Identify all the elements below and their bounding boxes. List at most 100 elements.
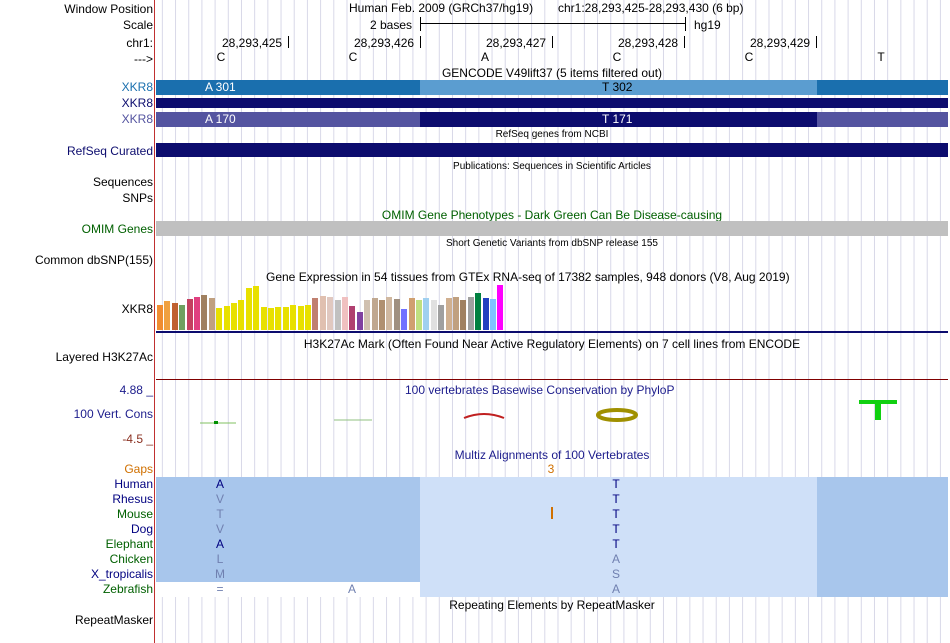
window-position-label: Window Position <box>64 2 153 16</box>
gtex-tissue-bar[interactable] <box>423 298 430 330</box>
ruler-tick <box>552 36 553 48</box>
species-human[interactable]: Human <box>114 477 153 491</box>
gtex-tissue-bar[interactable] <box>356 312 363 330</box>
refseq-label[interactable]: RefSeq Curated <box>66 144 153 158</box>
refseq-gene[interactable] <box>156 143 948 157</box>
gtex-tissue-bar[interactable] <box>438 305 445 330</box>
gtex-tissue-bar[interactable] <box>467 297 474 330</box>
gtex-tissue-bar[interactable] <box>245 288 252 330</box>
gtex-tissue-bar[interactable] <box>408 298 415 330</box>
gtex-tissue-bar[interactable] <box>460 300 467 330</box>
gtex-tissue-bar[interactable] <box>379 300 385 330</box>
gencode-label-2[interactable]: XKR8 <box>121 96 153 110</box>
gtex-bar-chart[interactable] <box>156 284 536 330</box>
gtex-tissue-bar[interactable] <box>297 306 304 330</box>
gtex-tissue-bar[interactable] <box>157 305 163 330</box>
gtex-tissue-bar[interactable] <box>171 303 178 330</box>
gtex-tissue-bar[interactable] <box>490 299 496 330</box>
sequences-label[interactable]: Sequences <box>92 175 153 189</box>
gtex-tissue-bar[interactable] <box>253 286 260 330</box>
gencode-label-3[interactable]: XKR8 <box>121 112 153 126</box>
species-elephant[interactable]: Elephant <box>105 537 153 551</box>
gtex-tissue-bar[interactable] <box>201 295 208 330</box>
species-chicken[interactable]: Chicken <box>109 552 153 566</box>
gtex-tissue-bar[interactable] <box>482 298 489 330</box>
gtex-tissue-bar[interactable] <box>497 285 504 330</box>
gtex-tissue-bar[interactable] <box>268 308 274 330</box>
gencode-title[interactable]: GENCODE V49lift37 (5 items filtered out) <box>441 66 663 80</box>
gencode-transcript-2[interactable] <box>156 98 948 108</box>
gtex-tissue-bar[interactable] <box>401 309 408 330</box>
gencode-exon-mid[interactable] <box>420 80 817 95</box>
publications-title[interactable]: Publications: Sequences in Scientific Ar… <box>453 161 651 172</box>
gencode-exon-left[interactable] <box>156 80 420 95</box>
gtex-tissue-bar[interactable] <box>223 306 230 330</box>
gtex-tissue-bar[interactable] <box>416 300 422 330</box>
gencode-exon3-left[interactable] <box>156 112 420 127</box>
gtex-tissue-bar[interactable] <box>386 297 393 330</box>
species-mouse[interactable]: Mouse <box>116 507 153 521</box>
gtex-tissue-bar[interactable] <box>342 297 348 330</box>
gtex-tissue-bar[interactable] <box>364 300 371 330</box>
gtex-tissue-bar[interactable] <box>282 307 289 330</box>
h3k27ac-label[interactable]: Layered H3K27Ac <box>55 350 153 364</box>
gtex-tissue-bar[interactable] <box>312 298 319 330</box>
dbsnp-title[interactable]: Short Genetic Variants from dbSNP releas… <box>446 238 658 249</box>
gtex-tissue-bar[interactable] <box>179 305 186 330</box>
gtex-tissue-bar[interactable] <box>231 303 237 330</box>
gtex-tissue-bar[interactable] <box>194 297 200 330</box>
multiz-title[interactable]: Multiz Alignments of 100 Vertebrates <box>454 448 650 462</box>
gtex-label[interactable]: XKR8 <box>121 302 153 316</box>
repeatmasker-title[interactable]: Repeating Elements by RepeatMasker <box>449 598 655 612</box>
dbsnp-label[interactable]: Common dbSNP(155) <box>34 253 153 267</box>
gtex-tissue-bar[interactable] <box>430 300 437 330</box>
gtex-tissue-bar[interactable] <box>164 301 171 330</box>
gencode-exon3-mid[interactable] <box>420 112 817 127</box>
gtex-tissue-bar[interactable] <box>327 297 334 330</box>
rhesus-aa-b: T <box>612 492 620 506</box>
species-dog[interactable]: Dog <box>130 522 153 536</box>
omim-feature[interactable] <box>156 221 948 236</box>
repeatmasker-label[interactable]: RepeatMasker <box>74 613 153 627</box>
gtex-tissue-bar[interactable] <box>334 300 341 330</box>
snps-label[interactable]: SNPs <box>122 191 153 205</box>
gtex-tissue-bar[interactable] <box>216 308 223 330</box>
human-aa-a: A <box>215 477 224 491</box>
gtex-tissue-bar[interactable] <box>445 298 452 330</box>
species-zebrafish[interactable]: Zebrafish <box>102 582 153 596</box>
cons-title[interactable]: 100 vertebrates Basewise Conservation by… <box>405 383 675 397</box>
gaps-label[interactable]: Gaps <box>124 462 153 476</box>
gencode-label-1[interactable]: XKR8 <box>121 80 153 94</box>
coords-text[interactable]: chr1:28,293,425-28,293,430 (6 bp) <box>558 1 744 15</box>
cons-logos[interactable] <box>156 396 948 436</box>
gtex-tissue-bar[interactable] <box>260 307 267 330</box>
gencode-exon3-right[interactable] <box>817 112 948 127</box>
cons-label[interactable]: 100 Vert. Cons <box>73 407 153 421</box>
gtex-tissue-bar[interactable] <box>393 299 400 330</box>
ruler-pos-4: 28,293,428 <box>618 36 679 50</box>
gencode-exon-right[interactable] <box>817 80 948 95</box>
cons-logo-t <box>875 400 881 420</box>
omim-title[interactable]: OMIM Gene Phenotypes - Dark Green Can Be… <box>381 208 723 222</box>
gtex-tissue-bar[interactable] <box>475 293 482 330</box>
mouse-aa-b: T <box>612 507 620 521</box>
gtex-tissue-bar[interactable] <box>275 307 282 330</box>
gtex-tissue-bar[interactable] <box>208 298 215 330</box>
gtex-title[interactable]: Gene Expression in 54 tissues from GTEx … <box>266 270 790 284</box>
xtrop-aa-b: S <box>611 567 620 581</box>
gtex-tissue-bar[interactable] <box>238 300 245 330</box>
gtex-tissue-bar[interactable] <box>319 296 326 330</box>
species-rhesus[interactable]: Rhesus <box>112 492 153 506</box>
gtex-tissue-bar[interactable] <box>371 298 378 330</box>
gtex-tissue-bar[interactable] <box>305 305 311 330</box>
gaps-value: 3 <box>547 462 555 476</box>
cons-logo-a <box>463 413 505 419</box>
gtex-tissue-bar[interactable] <box>186 299 193 330</box>
gtex-tissue-bar[interactable] <box>290 305 297 330</box>
gtex-tissue-bar[interactable] <box>349 306 356 330</box>
gtex-tissue-bar[interactable] <box>453 297 459 330</box>
h3k27ac-title[interactable]: H3K27Ac Mark (Often Found Near Active Re… <box>303 337 801 351</box>
omim-label[interactable]: OMIM Genes <box>81 222 153 236</box>
refseq-title[interactable]: RefSeq genes from NCBI <box>495 129 609 140</box>
species-x-tropicalis[interactable]: X_tropicalis <box>90 567 153 581</box>
